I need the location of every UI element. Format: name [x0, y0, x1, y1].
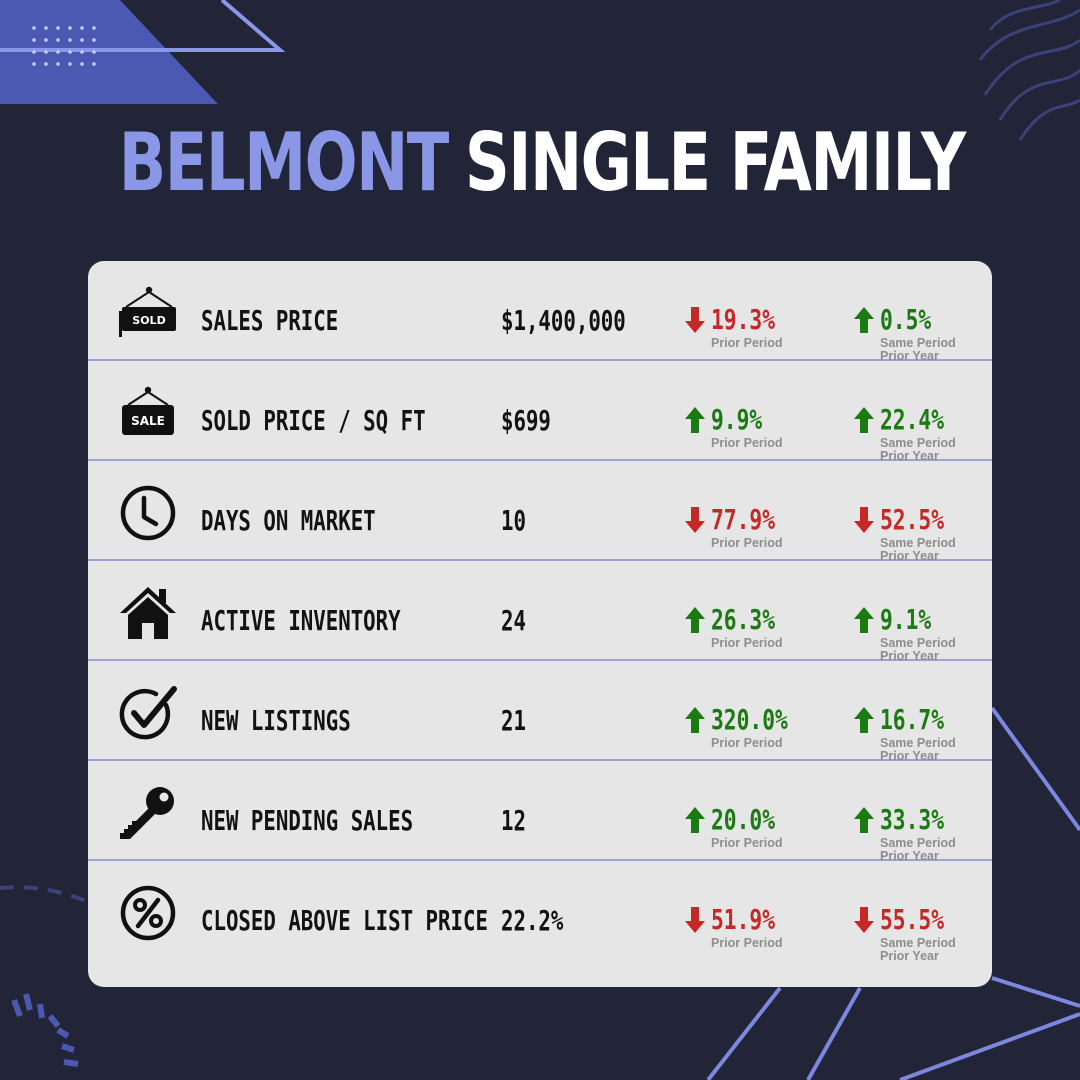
change-percent: 77.9%	[711, 503, 776, 536]
stat-label: DAYS ON MARKET	[201, 504, 376, 537]
arrow-down-icon	[685, 507, 705, 533]
arrow-up-icon	[854, 407, 874, 433]
change-caption: Same Period Prior Year	[880, 336, 956, 363]
arrow-up-icon	[685, 407, 705, 433]
stat-value: 22.2%	[501, 904, 564, 937]
percent-circle-icon	[116, 885, 180, 941]
change-percent: 16.7%	[880, 703, 945, 736]
arrow-down-icon	[854, 507, 874, 533]
stat-label: NEW LISTINGS	[201, 704, 351, 737]
stat-label: ACTIVE INVENTORY	[201, 604, 401, 637]
arrow-up-icon	[685, 807, 705, 833]
stat-value: 21	[501, 704, 526, 737]
stat-row-sales-price: SOLD SALES PRICE $1,400,000 19.3% Prior …	[88, 261, 992, 363]
change-caption: Prior Period	[711, 336, 783, 350]
arrow-up-icon	[685, 707, 705, 733]
stat-value: 10	[501, 504, 526, 537]
sold-sign-text: SOLD	[132, 314, 165, 327]
stat-value: 24	[501, 604, 526, 637]
change-percent: 320.0%	[711, 703, 788, 736]
change-percent: 20.0%	[711, 803, 776, 836]
sold-sign-icon: SOLD	[116, 285, 180, 341]
arrow-up-icon	[854, 807, 874, 833]
change-percent: 51.9%	[711, 903, 776, 936]
change-caption: Same Period Prior Year	[880, 436, 956, 463]
stat-value: 12	[501, 804, 526, 837]
clock-icon	[116, 485, 180, 541]
change-percent: 19.3%	[711, 303, 776, 336]
stat-row-closed-above-list: CLOSED ABOVE LIST PRICE 22.2% 51.9% Prio…	[88, 861, 992, 963]
title-main: SINGLE FAMILY	[464, 116, 966, 209]
arrow-down-icon	[685, 307, 705, 333]
change-percent: 9.1%	[880, 603, 932, 636]
stat-label: NEW PENDING SALES	[201, 804, 414, 837]
stat-row-active-inventory: ACTIVE INVENTORY 24 26.3% Prior Period 9…	[88, 561, 992, 663]
change-caption: Prior Period	[711, 436, 783, 450]
stat-label: CLOSED ABOVE LIST PRICE	[201, 904, 488, 937]
stats-card: SOLD SALES PRICE $1,400,000 19.3% Prior …	[88, 261, 992, 987]
change-caption: Same Period Prior Year	[880, 836, 956, 863]
change-caption: Prior Period	[711, 936, 783, 950]
change-percent: 33.3%	[880, 803, 945, 836]
sale-sign-icon: SALE	[116, 385, 180, 441]
stat-row-new-pending-sales: NEW PENDING SALES 12 20.0% Prior Period …	[88, 761, 992, 863]
change-percent: 22.4%	[880, 403, 945, 436]
key-icon	[116, 785, 180, 841]
change-percent: 9.9%	[711, 403, 763, 436]
change-caption: Same Period Prior Year	[880, 936, 956, 963]
change-caption: Prior Period	[711, 736, 783, 750]
stat-row-days-on-market: DAYS ON MARKET 10 77.9% Prior Period 52.…	[88, 461, 992, 563]
change-percent: 52.5%	[880, 503, 945, 536]
house-icon	[116, 585, 180, 641]
change-caption: Prior Period	[711, 536, 783, 550]
sale-sign-text: SALE	[131, 414, 165, 428]
arrow-up-icon	[854, 707, 874, 733]
change-caption: Same Period Prior Year	[880, 536, 956, 563]
arrow-down-icon	[685, 907, 705, 933]
stat-value: $1,400,000	[501, 304, 626, 337]
page-title: BELMONT SINGLE FAMILY	[118, 116, 966, 209]
stat-row-new-listings: NEW LISTINGS 21 320.0% Prior Period 16.7…	[88, 661, 992, 763]
change-caption: Prior Period	[711, 636, 783, 650]
change-caption: Prior Period	[711, 836, 783, 850]
arrow-up-icon	[854, 607, 874, 633]
checkmark-circle-icon	[116, 685, 180, 741]
change-percent: 26.3%	[711, 603, 776, 636]
title-accent: BELMONT	[118, 116, 450, 209]
change-caption: Same Period Prior Year	[880, 636, 956, 663]
arrow-up-icon	[685, 607, 705, 633]
change-caption: Same Period Prior Year	[880, 736, 956, 763]
stat-row-sold-price-sqft: SALE SOLD PRICE / SQ FT $699 9.9% Prior …	[88, 361, 992, 463]
arrow-down-icon	[854, 907, 874, 933]
stat-value: $699	[501, 404, 551, 437]
change-percent: 55.5%	[880, 903, 945, 936]
change-percent: 0.5%	[880, 303, 932, 336]
stat-label: SALES PRICE	[201, 304, 339, 337]
stat-label: SOLD PRICE / SQ FT	[201, 404, 426, 437]
arrow-up-icon	[854, 307, 874, 333]
